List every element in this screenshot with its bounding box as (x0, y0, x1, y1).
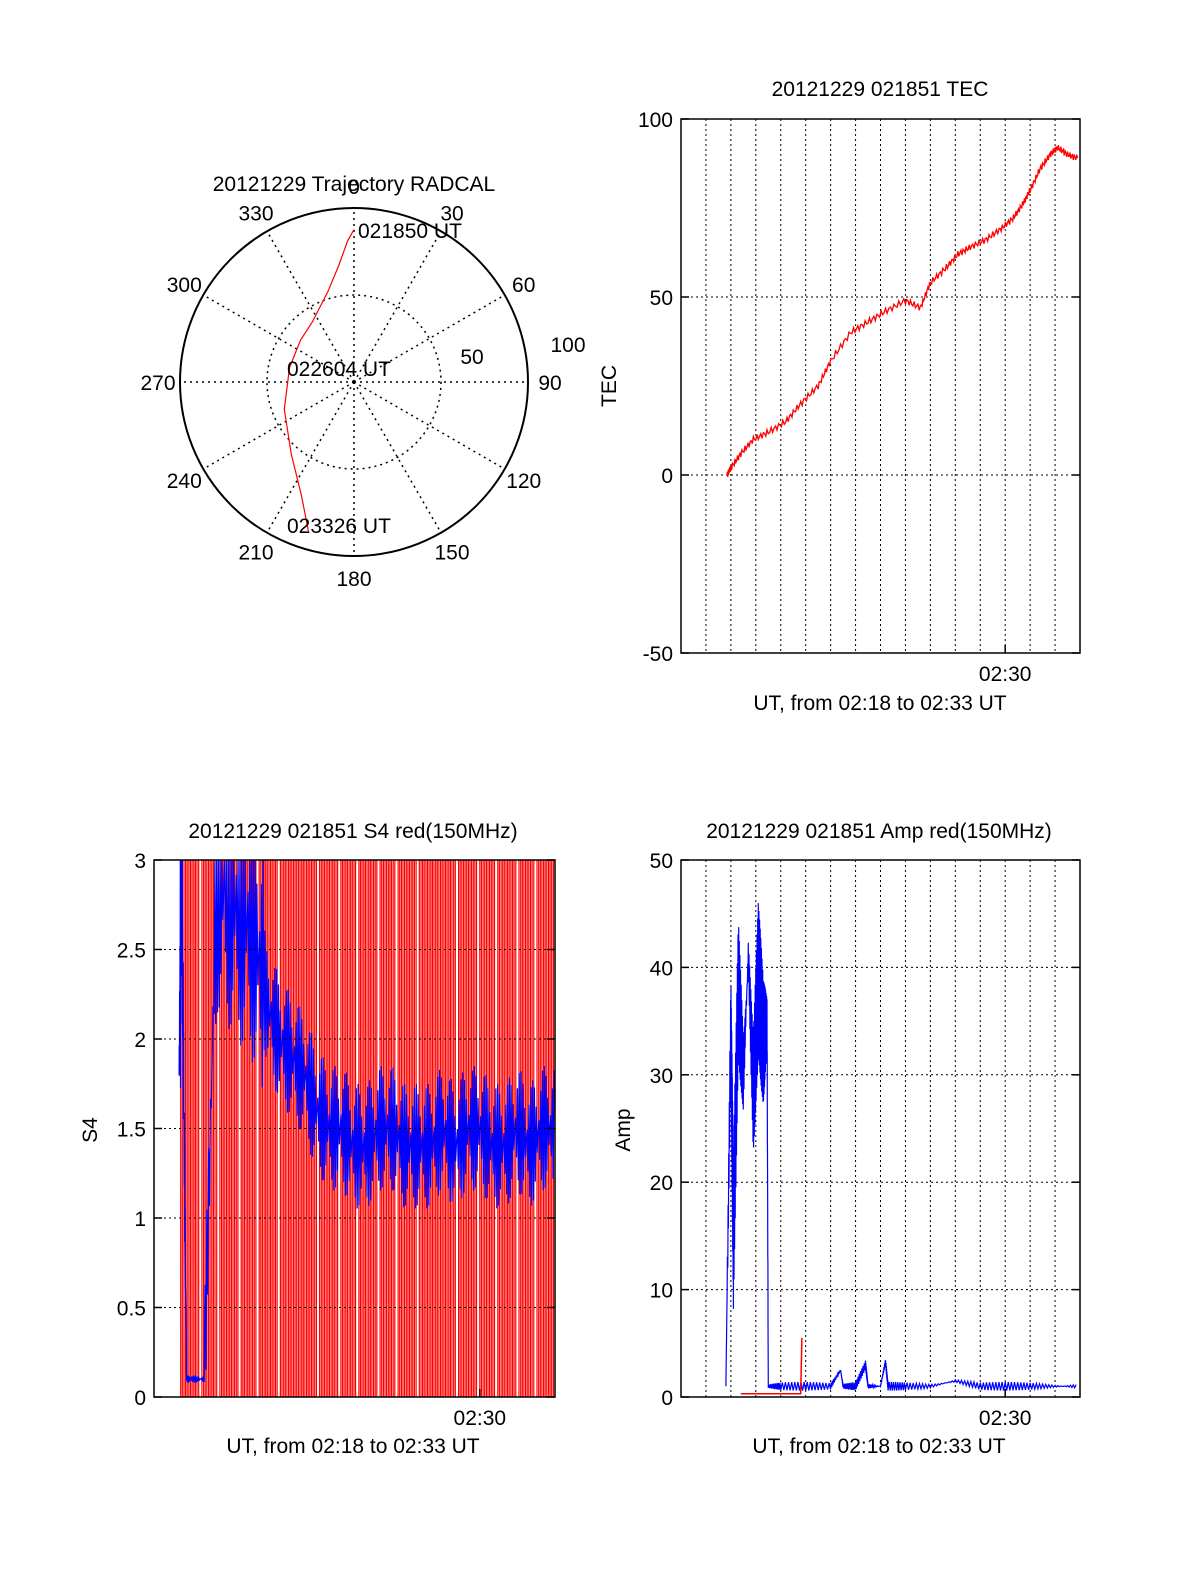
polar-grid (179, 207, 529, 557)
tec-ytick-label: 50 (650, 287, 673, 310)
s4-ytick-label: 0 (134, 1387, 146, 1410)
amp-xtick-label: 02:30 (979, 1407, 1032, 1430)
polar-azimuth-label: 150 (434, 542, 469, 565)
tec-xtick-label: 02:30 (979, 663, 1032, 686)
polar-azimuth-label: 30 (440, 202, 463, 225)
amp-ytick-label: 30 (650, 1065, 673, 1088)
s4-axes: 0 0.5 1 1.5 2 2.5 3 02:30 (117, 850, 556, 1430)
s4-ylabel: S4 (79, 1117, 102, 1143)
amp-panel: 20121229 021851 Amp red(150MHz) Amp UT, … (612, 820, 1081, 1458)
polar-annotations: 021850 UT 022604 UT 023326 UT (287, 220, 462, 538)
amp-ytick-label: 10 (650, 1280, 673, 1303)
polar-outer-circle (179, 207, 529, 557)
tec-panel: 20121229 021851 TEC TEC UT, from 02:18 t… (598, 78, 1081, 715)
s4-ytick-label: 0.5 (117, 1298, 146, 1321)
polar-radial-label: 50 (460, 346, 483, 369)
polar-azimuth-label: 180 (336, 568, 371, 591)
amp-red-line (740, 1337, 803, 1395)
s4-blue-line (178, 859, 555, 1383)
amp-blue-line (725, 903, 1077, 1392)
polar-azimuth-label: 240 (167, 470, 202, 493)
s4-xlabel: UT, from 02:18 to 02:33 UT (226, 1435, 479, 1458)
s4-ytick-label: 1 (134, 1208, 146, 1231)
tec-ytick-label: 0 (661, 465, 673, 488)
polar-radial-labels: 50 100 (460, 334, 585, 369)
s4-ytick-label: 1.5 (117, 1119, 146, 1142)
tec-xlabel: UT, from 02:18 to 02:33 UT (753, 692, 1006, 715)
polar-spoke (266, 230, 355, 383)
s4-ytick-label: 3 (134, 850, 146, 873)
polar-title: 20121229 Trajectory RADCAL (213, 173, 496, 196)
s4-title: 20121229 021851 S4 red(150MHz) (188, 820, 517, 843)
amp-xlabel: UT, from 02:18 to 02:33 UT (752, 1435, 1005, 1458)
polar-azimuth-label: 60 (512, 274, 535, 297)
polar-ring-50 (266, 294, 442, 470)
polar-azimuth-label: 0 (348, 176, 360, 199)
amp-ylabel: Amp (612, 1108, 635, 1151)
polar-spoke (202, 294, 355, 383)
s4-xtick-label: 02:30 (454, 1407, 507, 1430)
s4-ytick-label: 2 (134, 1029, 146, 1052)
amp-ytick-label: 40 (650, 957, 673, 980)
polar-spoke (266, 381, 355, 534)
amp-axes: 0 10 20 30 40 50 02:30 (650, 850, 1081, 1430)
s4-grid (154, 949, 555, 1308)
polar-spoke (353, 381, 506, 470)
polar-radial-label: 100 (550, 334, 585, 357)
polar-annotation-end: 023326 UT (287, 515, 391, 538)
tec-ylabel: TEC (598, 365, 621, 407)
amp-ytick-label: 20 (650, 1172, 673, 1195)
polar-annotation-mid: 022604 UT (287, 358, 391, 381)
polar-spoke (353, 381, 442, 534)
polar-spoke (353, 230, 442, 383)
tec-series (726, 144, 1079, 478)
tec-ytick-label: -50 (643, 643, 673, 666)
polar-azimuth-labels: 0 30 60 90 120 150 180 210 240 270 300 330 (140, 176, 561, 591)
polar-azimuth-label: 120 (506, 470, 541, 493)
amp-ytick-label: 50 (650, 850, 673, 873)
amp-title: 20121229 021851 Amp red(150MHz) (706, 820, 1052, 843)
polar-spoke (353, 294, 506, 383)
polar-azimuth-label: 270 (140, 372, 175, 395)
amp-series (725, 903, 1077, 1395)
amp-ytick-label: 0 (661, 1387, 673, 1410)
polar-trajectory-line (283, 229, 355, 532)
tec-ytick-label: 100 (638, 109, 673, 132)
tec-plot-frame (680, 118, 1081, 654)
polar-azimuth-label: 330 (238, 202, 273, 225)
polar-azimuth-label: 300 (167, 274, 202, 297)
polar-azimuth-label: 210 (238, 542, 273, 565)
polar-trajectory-panel: 20121229 Trajectory RADCAL 0 30 60 90 120 150… (140, 173, 585, 591)
s4-ytick-label: 2.5 (117, 940, 146, 963)
tec-grid (681, 119, 1080, 653)
s4-panel: 20121229 021851 S4 red(150MHz) S4 UT, fr… (79, 820, 556, 1458)
tec-axes: -50 0 50 100 02:30 (638, 109, 1081, 686)
polar-trajectory-series (283, 229, 355, 532)
polar-spoke (202, 381, 355, 470)
polar-azimuth-label: 90 (538, 372, 561, 395)
tec-line (726, 144, 1079, 478)
amp-plot-frame (680, 859, 1081, 1398)
tec-title: 20121229 021851 TEC (772, 78, 989, 101)
polar-annotation-start: 021850 UT (358, 220, 462, 243)
